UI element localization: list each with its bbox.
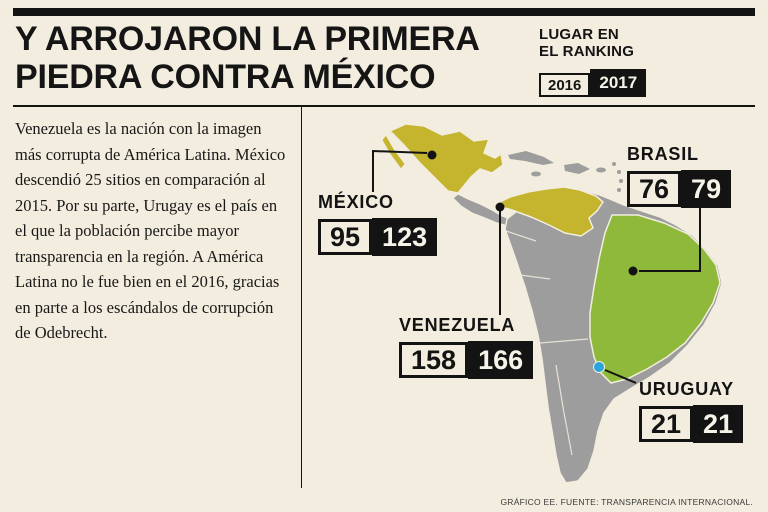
headline-line1: Y ARROJARON LA PRIMERA	[15, 20, 480, 58]
lesser-antilles-islands	[612, 162, 623, 192]
brasil-callout-line	[639, 202, 701, 272]
venezuela-rank-2017: 166	[468, 341, 534, 379]
venezuela-label-group: VENEZUELA 158 166	[399, 315, 534, 379]
jamaica-island	[531, 171, 541, 177]
uruguay-label-group: URUGUAY 21 21	[639, 379, 744, 443]
uruguay-label: URUGUAY	[639, 379, 734, 399]
brasil-ranks: 76 79	[627, 170, 732, 208]
venezuela-shape	[491, 186, 604, 237]
venezuela-ranks: 158 166	[399, 341, 534, 379]
page-title: Y ARROJARON LA PRIMERA PIEDRA CONTRA MÉX…	[15, 20, 480, 96]
brazil-shape	[589, 214, 721, 384]
venezuela-marker-dot	[495, 202, 505, 212]
brasil-marker-dot	[628, 266, 638, 276]
mexico-shape	[388, 123, 504, 194]
mexico-ranks: 95 123	[318, 218, 438, 256]
map-panel: MÉXICO 95 123 BRASIL 76 79 VENEZUELA 158…	[302, 107, 768, 512]
uruguay-callout-line	[604, 369, 637, 384]
legend-year-2016: 2016	[539, 73, 591, 97]
cuba-island	[508, 151, 554, 165]
top-accent-bar	[13, 8, 755, 16]
legend-title-line1: LUGAR EN	[539, 26, 619, 43]
country-borders	[505, 230, 589, 456]
legend-title-line2: EL RANKING	[539, 43, 635, 60]
venezuela-rank-2016: 158	[399, 342, 469, 378]
mexico-label: MÉXICO	[318, 192, 394, 212]
venezuela-label: VENEZUELA	[399, 315, 516, 335]
mexico-marker-dot	[427, 150, 437, 160]
mexico-rank-2017: 123	[372, 218, 438, 256]
hispaniola-island	[564, 163, 590, 174]
brasil-rank-2016: 76	[627, 171, 682, 207]
puerto-rico-island	[596, 167, 606, 173]
mexico-rank-2016: 95	[318, 219, 373, 255]
mexico-callout-line	[372, 149, 428, 192]
column-divider	[301, 107, 302, 488]
article-text: Venezuela es la nación con la imagen más…	[15, 119, 286, 342]
legend-year-2017: 2017	[590, 69, 647, 97]
headline-line2: PIEDRA CONTRA MÉXICO	[15, 58, 436, 96]
legend-years: 2016 2017	[539, 69, 647, 97]
source-credit: GRÁFICO EE. FUENTE: TRANSPARENCIA INTERN…	[500, 497, 753, 507]
uruguay-ranks: 21 21	[639, 405, 744, 443]
brasil-label: BRASIL	[627, 144, 699, 164]
brasil-rank-2017: 79	[681, 170, 732, 208]
uruguay-rank-2017: 21	[693, 405, 744, 443]
legend-title: LUGAR EN EL RANKING	[539, 26, 646, 60]
mexico-label-group: MÉXICO 95 123	[318, 192, 438, 256]
uruguay-marker-dot	[593, 361, 605, 373]
callout-lines	[372, 149, 701, 384]
ranking-legend: LUGAR EN EL RANKING 2016 2017	[539, 26, 647, 97]
brasil-label-group: BRASIL 76 79	[627, 144, 732, 208]
header-divider	[13, 105, 755, 107]
latam-map	[372, 123, 723, 484]
uruguay-rank-2016: 21	[639, 406, 694, 442]
